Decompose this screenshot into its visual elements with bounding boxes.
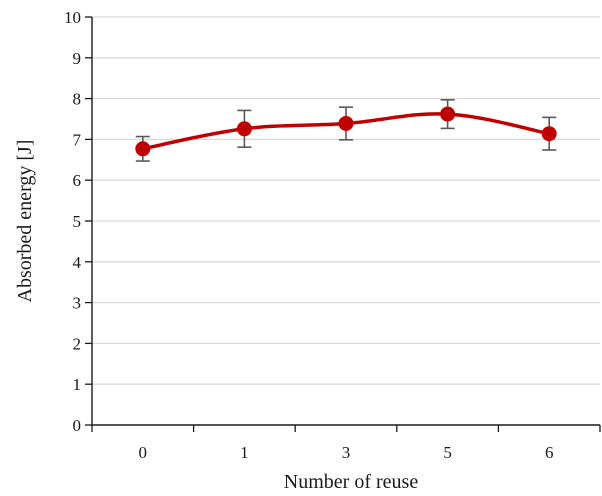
axes xyxy=(85,16,601,432)
y-tick-label: 1 xyxy=(73,375,82,394)
data-points xyxy=(135,106,557,157)
x-tick-label: 6 xyxy=(545,443,554,462)
x-tick-label: 3 xyxy=(342,443,351,462)
y-tick-label: 2 xyxy=(73,334,82,353)
x-tick-label: 5 xyxy=(443,443,452,462)
y-tick-label: 5 xyxy=(73,212,82,231)
x-axis-title: Number of reuse xyxy=(284,471,419,493)
y-tick-label: 9 xyxy=(73,49,82,68)
data-point xyxy=(338,115,354,131)
data-point xyxy=(440,106,456,122)
y-tick-label: 10 xyxy=(64,8,81,27)
gridlines xyxy=(92,16,600,385)
y-tick-label: 4 xyxy=(73,253,82,272)
y-tick-label: 8 xyxy=(73,90,82,109)
y-axis-title: Absorbed energy [J] xyxy=(14,140,36,303)
x-tick-label: 0 xyxy=(139,443,148,462)
y-tick-labels: 0 1 2 3 4 5 6 7 8 9 10 xyxy=(64,8,82,435)
x-tick-labels: 0 1 3 5 6 xyxy=(139,443,554,462)
data-point xyxy=(541,126,557,142)
x-tick-label: 1 xyxy=(240,443,249,462)
y-tick-label: 0 xyxy=(73,416,82,435)
y-tick-label: 6 xyxy=(73,171,82,190)
data-point xyxy=(236,121,252,137)
y-tick-label: 7 xyxy=(73,130,82,149)
data-point xyxy=(135,141,151,157)
y-tick-label: 3 xyxy=(73,294,82,313)
